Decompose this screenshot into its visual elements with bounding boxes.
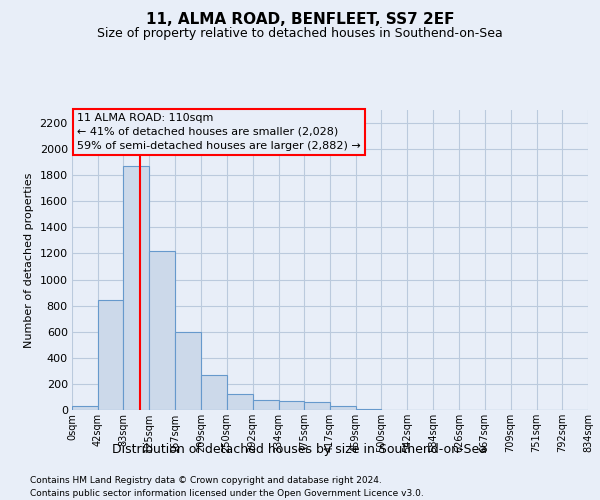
Bar	[227, 394, 253, 410]
Bar	[124, 166, 149, 410]
Bar	[149, 251, 175, 410]
Bar	[175, 332, 202, 410]
Bar	[202, 376, 227, 410]
Y-axis label: Number of detached properties: Number of detached properties	[24, 172, 34, 348]
Text: Size of property relative to detached houses in Southend-on-Sea: Size of property relative to detached ho…	[97, 28, 503, 40]
Bar	[72, 406, 98, 410]
Bar	[356, 408, 382, 410]
Text: Contains HM Land Registry data © Crown copyright and database right 2024.: Contains HM Land Registry data © Crown c…	[30, 476, 382, 485]
Text: Distribution of detached houses by size in Southend-on-Sea: Distribution of detached houses by size …	[113, 442, 487, 456]
Text: 11, ALMA ROAD, BENFLEET, SS7 2EF: 11, ALMA ROAD, BENFLEET, SS7 2EF	[146, 12, 454, 28]
Bar	[278, 401, 304, 410]
Text: Contains public sector information licensed under the Open Government Licence v3: Contains public sector information licen…	[30, 489, 424, 498]
Bar	[98, 300, 124, 410]
Bar	[253, 400, 278, 410]
Bar	[304, 402, 330, 410]
Bar	[330, 406, 356, 410]
Text: 11 ALMA ROAD: 110sqm
← 41% of detached houses are smaller (2,028)
59% of semi-de: 11 ALMA ROAD: 110sqm ← 41% of detached h…	[77, 113, 361, 151]
